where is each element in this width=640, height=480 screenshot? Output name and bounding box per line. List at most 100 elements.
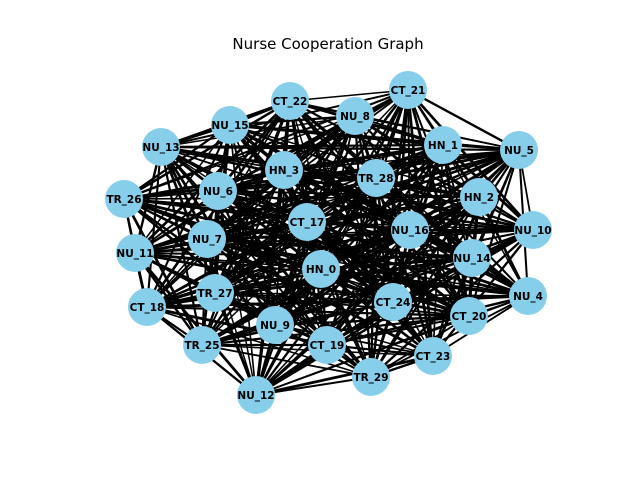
node-circle <box>450 297 488 335</box>
node-circle <box>211 106 249 144</box>
edge-CT_17-CT_21 <box>305 89 410 223</box>
node-circle <box>271 82 309 120</box>
edge-NU_7-CT_22 <box>206 100 291 240</box>
node-NU_6: NU_6 <box>199 172 237 210</box>
node-NU_15: NU_15 <box>211 106 249 144</box>
edge-CT_20-TR_26 <box>123 197 470 318</box>
edge-CT_18-TR_28 <box>146 177 377 308</box>
node-label: NU_10 <box>514 225 551 237</box>
node-circle <box>265 151 303 189</box>
node-NU_12: NU_12 <box>237 376 275 414</box>
node-circle <box>199 172 237 210</box>
node-NU_10: NU_10 <box>514 211 552 249</box>
edge-NU_11-NU_12 <box>133 252 258 396</box>
edge-NU_10-CT_23 <box>432 229 534 357</box>
node-label: NU_5 <box>504 145 534 157</box>
edge-CT_21-CT_22 <box>289 89 409 102</box>
node-NU_13: NU_13 <box>142 128 180 166</box>
node-label: CT_22 <box>273 96 308 108</box>
node-label: CT_20 <box>452 311 487 323</box>
node-label: NU_9 <box>260 320 290 332</box>
node-circle <box>509 277 547 315</box>
edge-NU_10-CT_21 <box>407 89 534 231</box>
edge-CT_22-TR_29 <box>289 100 372 378</box>
node-circle <box>105 180 143 218</box>
node-label: TR_25 <box>184 340 219 352</box>
edge-NU_14-TR_25 <box>201 256 473 347</box>
edge-NU_8-NU_10 <box>354 115 534 231</box>
edge-NU_14-CT_21 <box>407 89 473 259</box>
node-NU_5: NU_5 <box>500 131 538 169</box>
node-label: HN_2 <box>464 192 494 204</box>
edge-CT_23-TR_26 <box>123 198 434 357</box>
edge-NU_14-TR_27 <box>214 256 473 295</box>
node-circle <box>116 234 154 272</box>
node-HN_2: HN_2 <box>460 178 498 216</box>
node-label: CT_21 <box>391 85 426 97</box>
edge-NU_5-TR_28 <box>375 148 520 180</box>
edge-CT_24-TR_26 <box>123 197 394 304</box>
node-TR_27: TR_27 <box>196 274 234 312</box>
edge-NU_15-TR_28 <box>229 123 377 180</box>
edge-NU_8-CT_17 <box>306 115 356 223</box>
edge-TR_28-TR_29 <box>369 177 378 378</box>
node-label: TR_29 <box>353 372 388 384</box>
node-label: NU_12 <box>237 390 274 402</box>
graph-title: Nurse Cooperation Graph <box>232 35 423 53</box>
edge-CT_24-TR_28 <box>374 177 395 303</box>
node-label: TR_26 <box>106 194 141 206</box>
edge-CT_21-TR_29 <box>369 89 410 378</box>
edge-CT_20-CT_21 <box>406 89 471 317</box>
node-label: NU_14 <box>453 253 490 265</box>
node-CT_21: CT_21 <box>389 71 427 109</box>
edge-NU_7-NU_10 <box>206 228 534 241</box>
node-TR_26: TR_26 <box>105 180 143 218</box>
node-label: HN_1 <box>428 140 458 152</box>
node-circle <box>514 211 552 249</box>
node-label: NU_8 <box>340 111 370 123</box>
edge-TR_25-TR_26 <box>122 198 204 346</box>
node-NU_8: NU_8 <box>336 97 374 135</box>
node-circle <box>237 376 275 414</box>
node-circle <box>183 326 221 364</box>
node-CT_17: CT_17 <box>288 203 326 241</box>
edge-CT_17-CT_23 <box>306 221 434 357</box>
node-circle <box>374 283 412 321</box>
node-label: NU_16 <box>391 225 428 237</box>
edge-NU_12-CT_23 <box>255 354 434 397</box>
edge-NU_9-TR_26 <box>123 198 276 326</box>
edge-CT_19-CT_20 <box>326 315 470 346</box>
node-label: NU_6 <box>203 186 233 198</box>
node-NU_7: NU_7 <box>188 220 226 258</box>
node-label: NU_11 <box>116 248 153 260</box>
node-label: HN_0 <box>306 264 336 276</box>
node-NU_9: NU_9 <box>256 306 294 344</box>
edge-TR_26-TR_28 <box>123 177 377 200</box>
node-circle <box>188 220 226 258</box>
edge-TR_25-TR_28 <box>201 177 377 346</box>
node-circle <box>308 326 346 364</box>
node-CT_20: CT_20 <box>450 297 488 335</box>
node-HN_1: HN_1 <box>424 126 462 164</box>
node-layer: HN_0 HN_1 HN_2 HN_3 NU_4 NU_5 NU_6 NU_7 NU_8 NU_9… <box>105 71 552 414</box>
node-label: CT_17 <box>290 217 325 229</box>
node-TR_28: TR_28 <box>357 159 395 197</box>
edge-CT_23-TR_28 <box>375 177 434 357</box>
edge-NU_15-TR_26 <box>123 124 231 200</box>
node-circle <box>414 337 452 375</box>
node-circle <box>196 274 234 312</box>
edge-CT_19-TR_28 <box>326 177 377 346</box>
node-CT_18: CT_18 <box>128 288 166 326</box>
edge-CT_21-CT_24 <box>391 89 410 303</box>
edge-CT_23-TR_27 <box>214 292 434 357</box>
node-label: CT_18 <box>130 302 165 314</box>
node-circle <box>453 239 491 277</box>
node-CT_23: CT_23 <box>414 337 452 375</box>
edge-NU_12-TR_29 <box>255 376 372 396</box>
edge-NU_5-CT_21 <box>407 88 520 152</box>
node-circle <box>256 306 294 344</box>
node-label: TR_27 <box>197 288 232 300</box>
node-TR_29: TR_29 <box>352 358 390 396</box>
edge-CT_22-TR_27 <box>213 100 292 294</box>
edge-CT_18-CT_20 <box>146 305 470 318</box>
